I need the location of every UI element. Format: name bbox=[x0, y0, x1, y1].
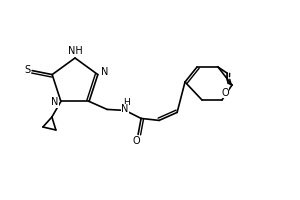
Text: O: O bbox=[221, 88, 229, 98]
Text: H: H bbox=[123, 98, 130, 107]
Text: N: N bbox=[51, 97, 58, 107]
Text: O: O bbox=[132, 136, 140, 146]
Text: NH: NH bbox=[68, 46, 82, 56]
Text: N: N bbox=[101, 67, 109, 77]
Text: S: S bbox=[24, 65, 30, 75]
Text: N: N bbox=[122, 104, 129, 114]
